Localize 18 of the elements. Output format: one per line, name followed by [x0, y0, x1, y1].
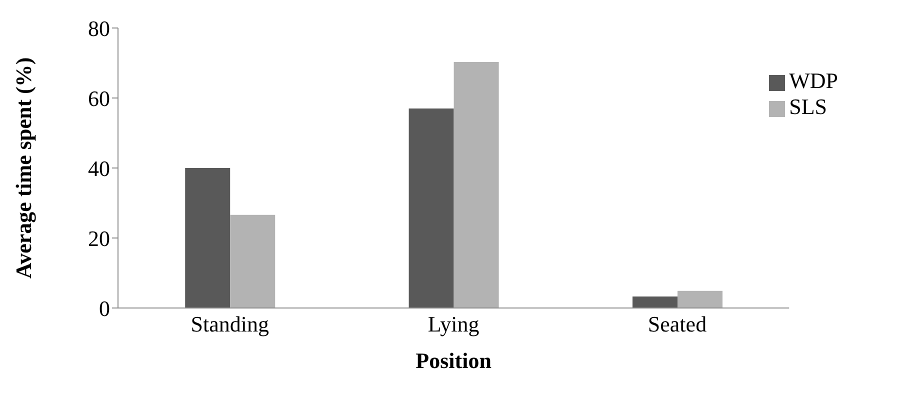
y-tick-label: 60: [88, 86, 110, 111]
legend-label: WDP: [789, 68, 838, 93]
y-tick-label: 0: [99, 296, 110, 321]
bar: [408, 108, 454, 308]
y-tick-label: 20: [88, 226, 110, 251]
x-tick-label: Standing: [190, 312, 269, 337]
y-axis-title: Average time spent (%): [10, 57, 36, 279]
y-tick-label: 80: [88, 16, 110, 41]
y-tick-label: 40: [88, 156, 110, 181]
bar: [454, 62, 499, 308]
x-axis-title: Position: [416, 348, 492, 373]
bar: [230, 214, 276, 308]
bar: [678, 290, 723, 308]
legend-label: SLS: [789, 94, 828, 119]
bar: [185, 168, 230, 308]
x-tick-label: Lying: [428, 312, 480, 337]
x-tick-label: Seated: [648, 312, 707, 337]
bar: [632, 296, 678, 308]
